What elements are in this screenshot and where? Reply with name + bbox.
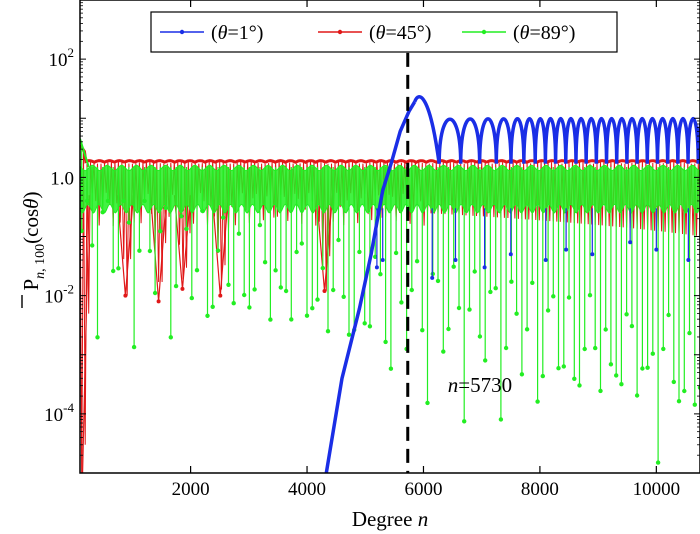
series-theta-1-spike-marker-8 [590,252,595,257]
legend-marker-0 [179,29,185,35]
series-theta-1-spike-marker-9 [628,240,633,245]
series-theta-1-spike-marker-10 [654,247,659,252]
series-theta-45-dip-marker-2 [156,299,161,304]
annotation-label: n=5730 [448,373,512,397]
series-theta-1-spike-marker-0 [374,265,379,270]
series-theta-1-spike-marker-2 [430,275,435,280]
x-tick-label-4000: 4000 [288,479,326,500]
y-tick-label: 10-2 [44,282,74,308]
axes: n=5730 2000 4000 6000 8000 10000 10-4 10-2 1.0 10… [44,0,700,500]
series-theta-1-spike-marker-6 [543,258,548,263]
legend-box [150,11,618,53]
series-theta-1-spike-marker-7 [564,247,569,252]
plot-area [80,95,700,473]
series-theta-1-spike-marker-3 [453,258,458,263]
labels: Degree n Pn, 100(cosθ) [19,191,428,531]
x-tick-label-10000: 10000 [633,479,681,500]
svg-text:Pn, 100(cosθ): Pn, 100(cosθ) [19,191,48,290]
series-theta-45-dip-marker-1 [123,293,128,298]
legend-label-0: (θ=1°) [211,22,263,44]
series-theta-1-spike-marker-5 [508,252,513,257]
x-tick-label-6000: 6000 [404,479,442,500]
series-theta-45-dip-marker-4 [218,293,223,298]
x-axis-label: Degree n [352,507,428,531]
y-tick-label: 10-4 [44,400,74,426]
series-theta-89-start [80,138,90,168]
series-theta-1-spike-marker-1 [380,258,385,263]
series-theta-45-dip-marker-3 [180,286,185,291]
series-theta-1-arches [413,95,700,164]
legend-label-2: (θ=89°) [513,22,575,44]
y-axis-label: Pn, 100(cosθ) [19,191,48,308]
series-theta-1-rise [324,100,417,473]
series-theta-1-spike-marker-4 [482,265,487,270]
series-theta-45-dip-marker-5 [322,288,327,293]
series-theta-1-spike-marker-11 [686,258,691,263]
legend: (θ=1°) (θ=45°) (θ=89°) [150,11,618,53]
legend-marker-2 [481,29,487,35]
y-tick-label: 102 [49,45,75,71]
legend-marker-1 [337,29,343,35]
x-tick-label-8000: 8000 [521,479,559,500]
series-theta-89-band [80,164,700,214]
series-theta-45-dip-0 [80,195,90,473]
legend-label-1: (θ=45°) [369,22,431,44]
x-tick-label-2000: 2000 [172,479,210,500]
series-theta-89-line [80,141,700,465]
y-tick-label: 1.0 [50,168,74,189]
